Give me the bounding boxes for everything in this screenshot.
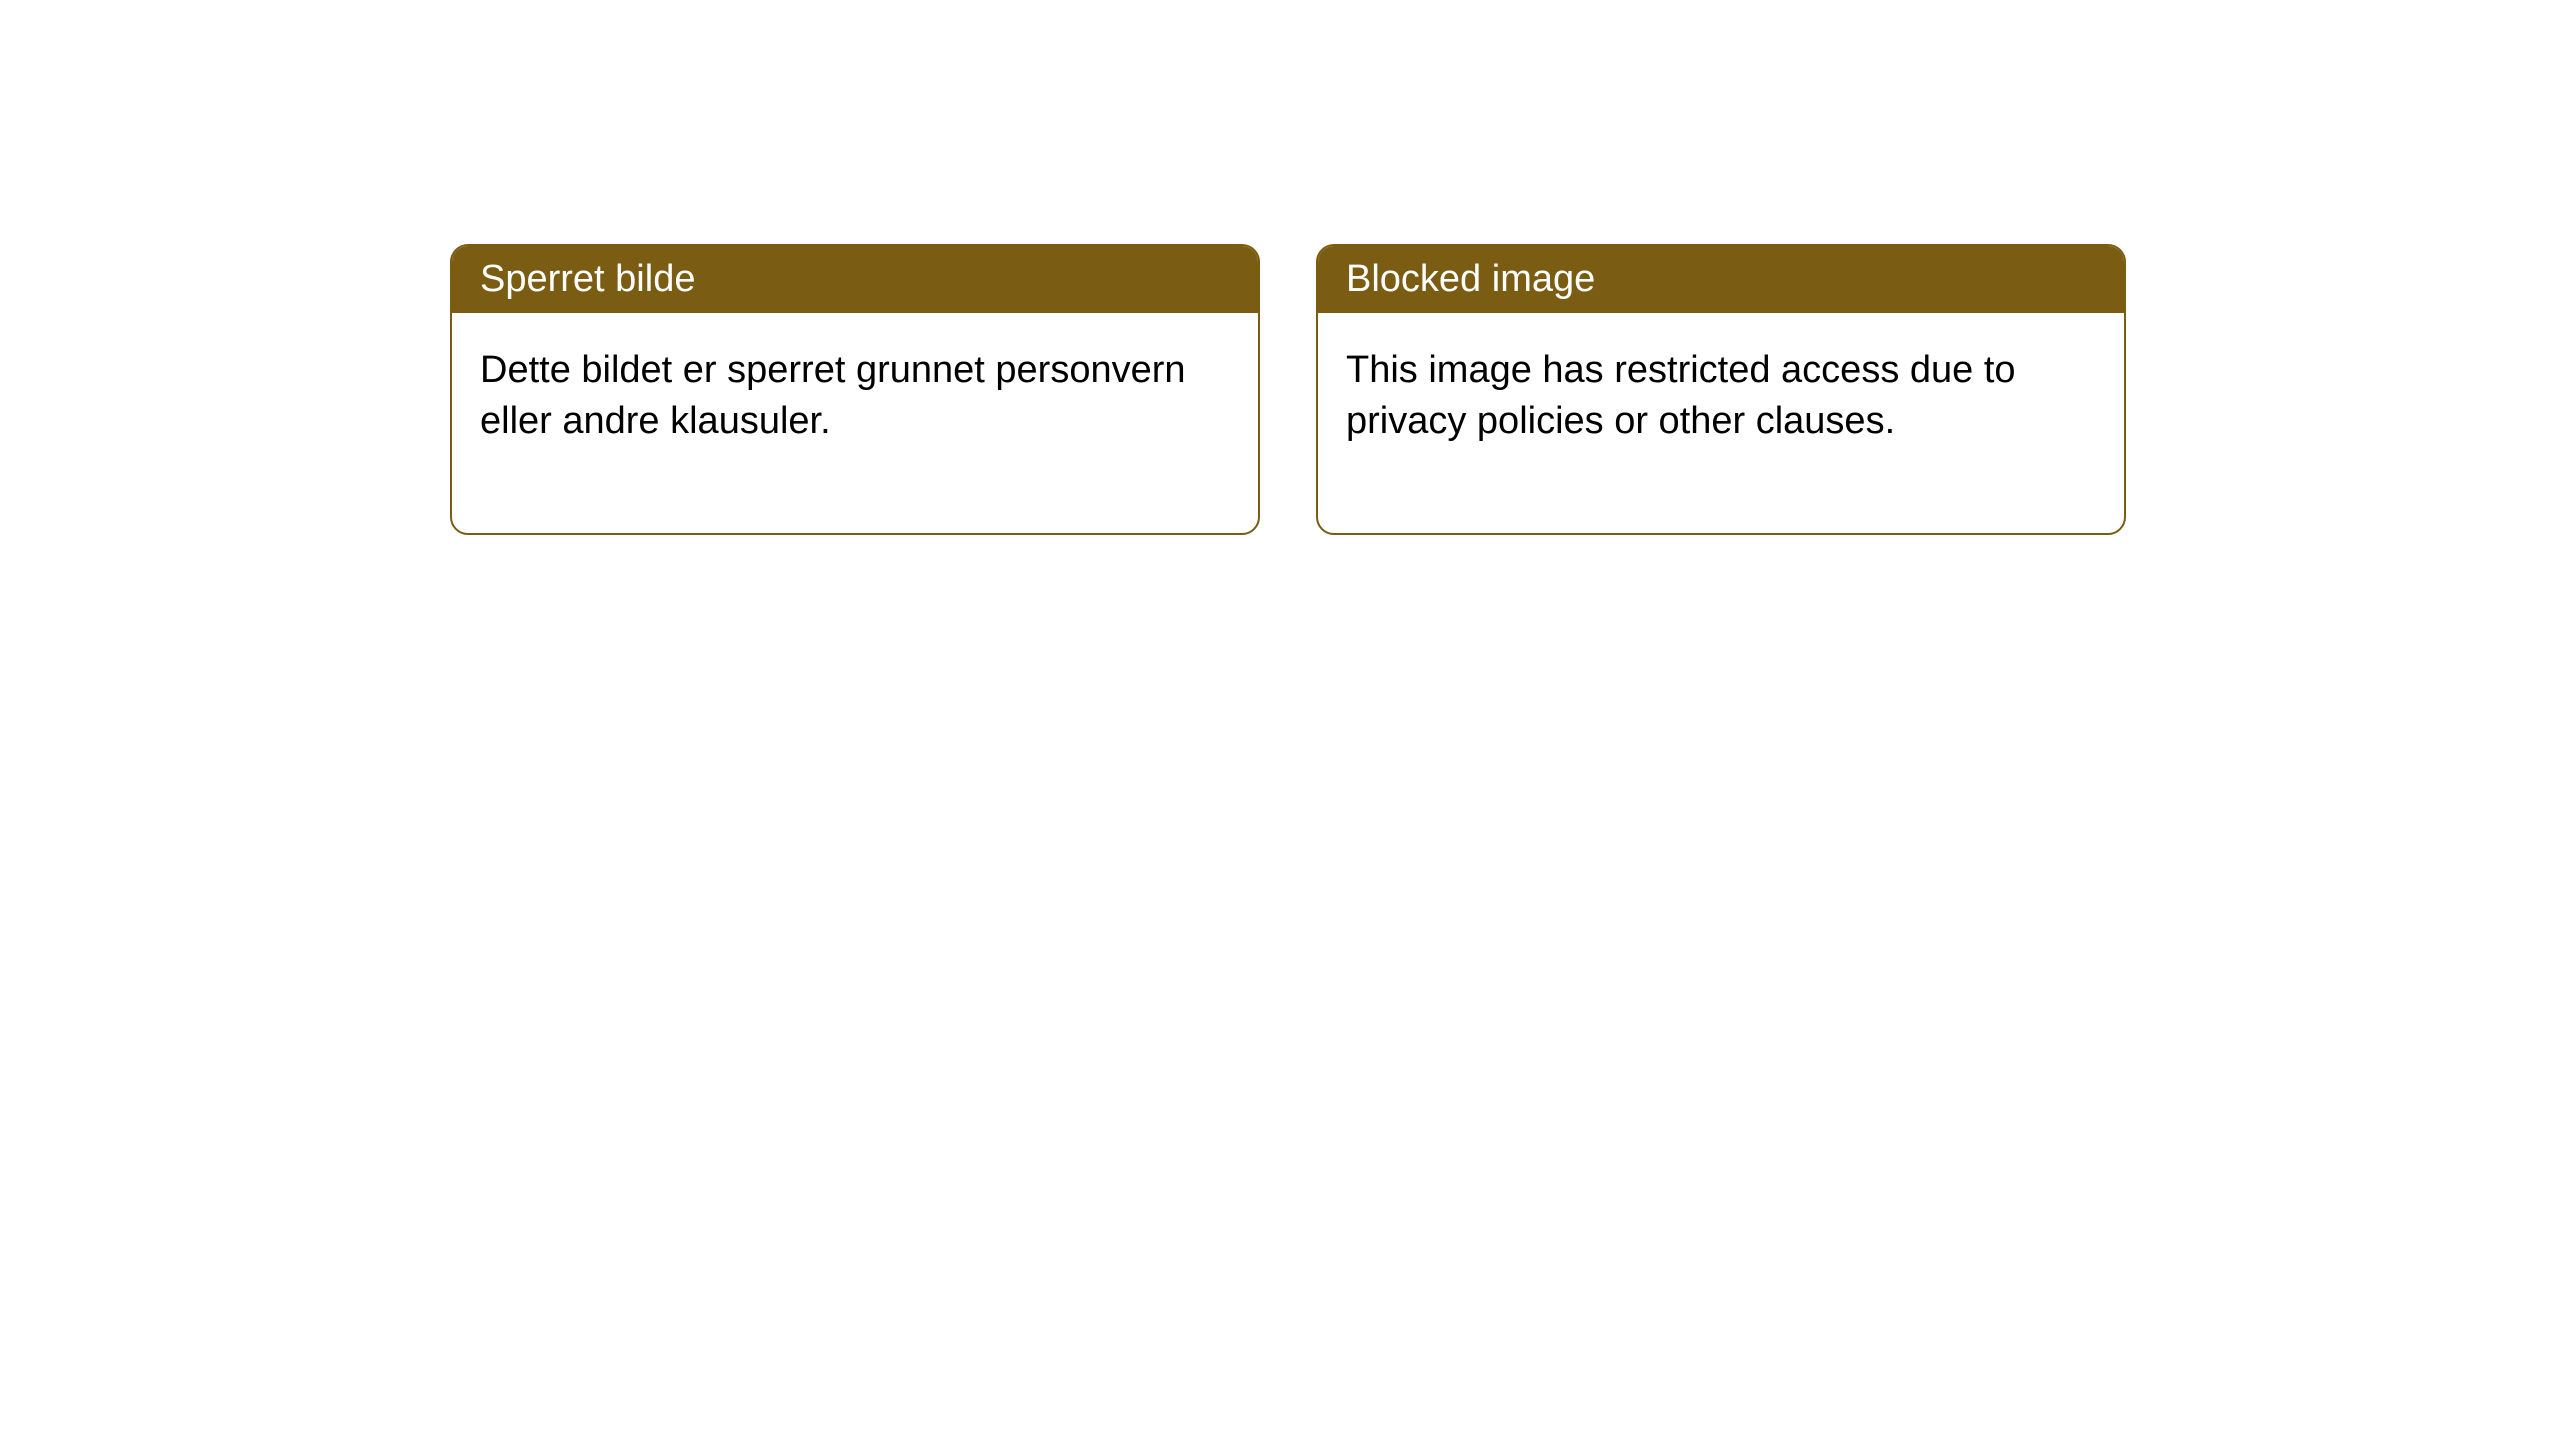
card-message-english: This image has restricted access due to … (1346, 349, 2016, 442)
blocked-image-card-norwegian: Sperret bilde Dette bildet er sperret gr… (450, 244, 1260, 535)
card-title-norwegian: Sperret bilde (480, 258, 695, 300)
card-body-norwegian: Dette bildet er sperret grunnet personve… (452, 313, 1258, 533)
card-body-english: This image has restricted access due to … (1318, 313, 2124, 533)
blocked-image-card-english: Blocked image This image has restricted … (1316, 244, 2126, 535)
card-message-norwegian: Dette bildet er sperret grunnet personve… (480, 349, 1186, 442)
notice-container: Sperret bilde Dette bildet er sperret gr… (0, 0, 2560, 535)
card-title-english: Blocked image (1346, 258, 1595, 300)
card-header-norwegian: Sperret bilde (452, 246, 1258, 313)
card-header-english: Blocked image (1318, 246, 2124, 313)
